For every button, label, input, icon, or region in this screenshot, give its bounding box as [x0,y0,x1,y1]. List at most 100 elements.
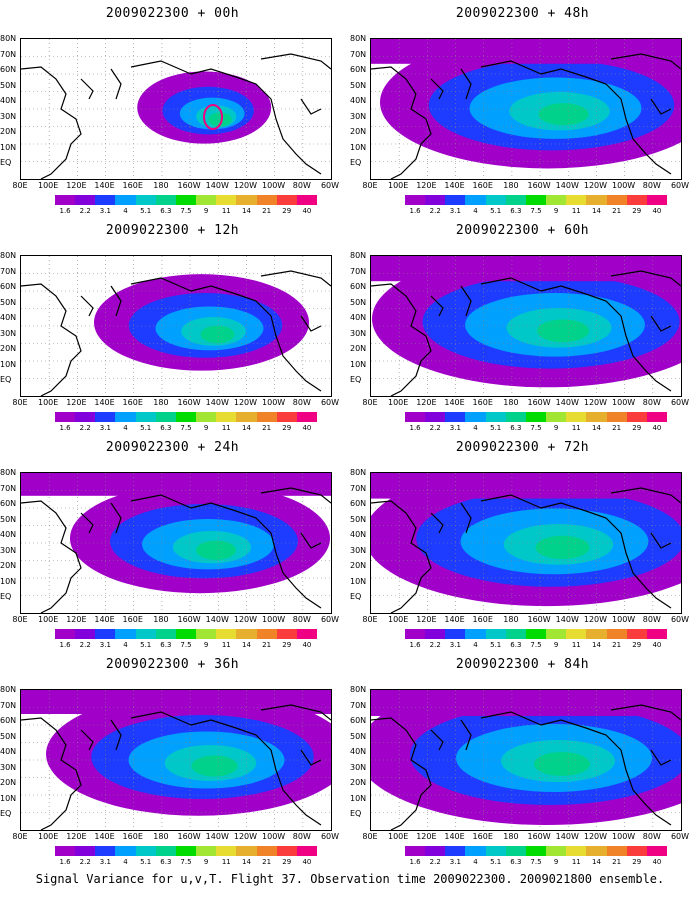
colorbar-label: 5.1 [140,858,152,866]
latitude-label: 50N [0,297,17,307]
colorbar-label: 9 [553,424,559,432]
colorbar-label: 2.2 [429,424,441,432]
colorbar-label: 9 [203,858,209,866]
longitude-label: 120E [66,181,87,190]
longitude-label: 180 [153,615,169,624]
colorbar-label: 2.2 [429,641,441,649]
longitude-label: 60W [670,832,690,841]
longitude-label: 80E [362,832,378,841]
longitude-label: 160E [472,615,493,624]
latitude-label: 30N [350,111,367,121]
north-america-coastline [540,704,681,826]
colorbar-swatch [236,195,257,205]
colorbar-swatch [505,629,526,639]
colorbar-swatch [485,629,506,639]
colorbar-label: 3.1 [449,207,461,215]
longitude-label: 100E [388,832,409,841]
latitude-label: 70N [0,700,17,710]
colorbar-label: 3.1 [99,207,111,215]
longitude-label: 180 [503,832,519,841]
longitude-label: 80W [642,398,661,407]
polar-variance-band [371,473,681,499]
longitude-label: 120W [233,832,258,841]
latitude-label: 80N [0,685,17,694]
colorbar-label: 21 [262,207,272,215]
latitude-label: EQ [350,158,362,167]
variance-contour-5 [191,755,238,777]
latitude-label: 10N [0,359,17,369]
longitude-label: 80E [12,398,28,407]
latitude-label: 70N [350,49,367,59]
colorbar-label: 1.6 [59,424,71,432]
colorbar-label: 21 [262,641,272,649]
longitude-label: 140W [205,832,229,841]
latitude-label: 40N [0,313,17,322]
longitude-label: 80W [292,615,311,624]
panel-title: 2009022300 + 00h [105,6,240,21]
longitude-label: 160E [122,832,143,841]
colorbar-label: 14 [591,641,601,649]
colorbar-swatch [196,412,217,422]
colorbar [405,195,668,205]
longitude-label: 160W [177,615,201,624]
colorbar-label: 29 [632,424,642,432]
latitude-label: EQ [350,375,362,384]
longitude-label: 60W [320,832,340,841]
colorbar-label: 21 [612,207,622,215]
colorbar-label: 4 [123,858,128,866]
colorbar-label: 6.3 [160,424,172,432]
longitude-label: 80W [642,832,661,841]
latitude-label: 30N [0,545,17,555]
latitude-label: 60N [0,499,17,508]
colorbar-label: 9 [203,641,209,649]
latitude-label: 30N [0,111,17,121]
longitude-label: 100W [612,398,636,407]
aleutian-coastline [130,711,192,726]
aleutian-coastline [130,60,192,75]
colorbar-label: 14 [591,858,601,866]
colorbar-swatch [256,195,277,205]
figure-caption: Signal Variance for u,v,T. Flight 37. Ob… [35,872,665,886]
colorbar-label: 21 [262,858,272,866]
longitude-label: 140E [444,398,465,407]
panel-title: 2009022300 + 24h [105,440,240,455]
latitude-label: 80N [350,34,367,43]
forecast-panel-24h: 2009022300 + 24h 80N 70N 60N 50N 40N 30N 20N 10N… [0,434,345,656]
colorbar-swatch [566,195,587,205]
colorbar-label: 29 [282,207,292,215]
aleutian-coastline [480,711,542,726]
colorbar-swatch [296,629,318,639]
colorbar-swatch [546,629,567,639]
colorbar-label: 11 [221,424,231,432]
colorbar-label: 2.2 [79,641,91,649]
asia-coastline [371,500,472,613]
longitude-label: 120W [233,615,258,624]
colorbar-label: 29 [282,424,292,432]
aleutian-coastline [480,494,542,509]
colorbar-swatch [256,846,277,856]
panel-title: 2009022300 + 60h [455,223,590,238]
colorbar-label: 5.1 [490,641,502,649]
colorbar-label: 11 [571,641,581,649]
colorbar-swatch [216,846,237,856]
colorbar-label: 29 [632,641,642,649]
colorbar-label: 7.5 [530,641,542,649]
colorbar-swatch [256,412,277,422]
colorbar-swatch [505,846,526,856]
longitude-label: 60W [320,398,340,407]
longitude-label: 100W [262,398,286,407]
latitude-label: EQ [350,809,362,818]
colorbar-label: 40 [652,424,662,432]
longitude-label: 120W [583,181,608,190]
panel-title: 2009022300 + 48h [455,6,590,21]
asia-coastline [371,717,472,830]
variance-map [370,689,682,831]
longitude-label: 140W [205,398,229,407]
latitude-label: 50N [350,514,367,524]
colorbar-swatch [276,629,297,639]
longitude-label: 80E [362,398,378,407]
panel-title: 2009022300 + 84h [455,657,590,672]
longitude-label: 160E [472,181,493,190]
colorbar-swatch [75,195,96,205]
colorbar-swatch [626,629,647,639]
